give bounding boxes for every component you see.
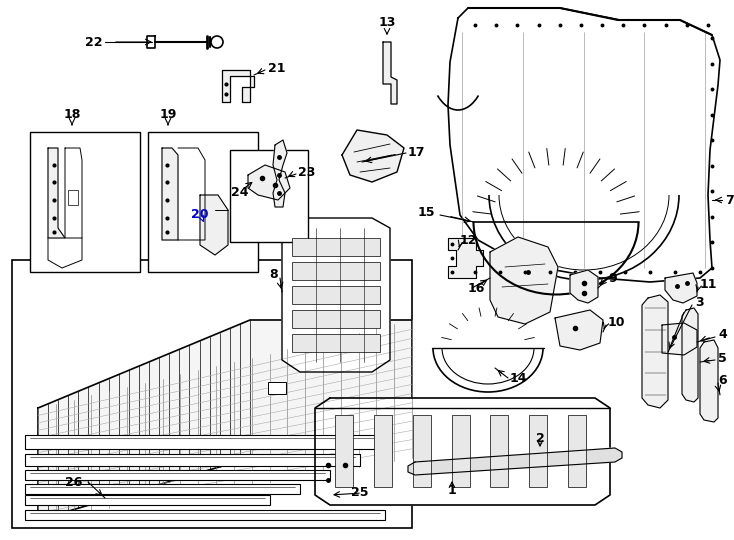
Polygon shape — [662, 323, 697, 355]
Text: 21: 21 — [268, 62, 286, 75]
Polygon shape — [682, 308, 698, 402]
Bar — [374, 415, 392, 487]
Text: 10: 10 — [608, 315, 625, 328]
Text: 5: 5 — [718, 352, 727, 365]
Bar — [292, 286, 380, 304]
Polygon shape — [448, 238, 483, 278]
Polygon shape — [38, 320, 412, 520]
Text: 4: 4 — [718, 328, 727, 341]
Polygon shape — [448, 8, 720, 282]
Bar — [292, 310, 380, 328]
Text: 23: 23 — [298, 165, 316, 179]
Bar — [230, 150, 308, 242]
Bar — [25, 484, 300, 494]
Text: 3: 3 — [695, 295, 704, 308]
Text: 14: 14 — [510, 372, 528, 384]
Bar — [12, 260, 412, 528]
Text: 16: 16 — [468, 281, 485, 294]
Polygon shape — [555, 310, 603, 350]
Polygon shape — [273, 140, 287, 207]
Polygon shape — [642, 295, 668, 408]
Text: 17: 17 — [408, 145, 426, 159]
Bar — [292, 238, 380, 256]
Bar — [25, 454, 360, 466]
Bar — [292, 334, 380, 352]
Text: 19: 19 — [159, 109, 177, 122]
Polygon shape — [700, 340, 718, 422]
Text: 25: 25 — [351, 485, 368, 498]
Bar — [25, 495, 270, 505]
Bar — [25, 435, 390, 449]
Polygon shape — [383, 42, 397, 104]
Bar — [292, 262, 380, 280]
Text: 20: 20 — [192, 208, 208, 221]
Text: 22: 22 — [84, 36, 102, 49]
Polygon shape — [408, 448, 622, 475]
Text: 13: 13 — [378, 16, 396, 29]
Text: 12: 12 — [460, 233, 478, 246]
Bar — [68, 190, 78, 205]
Bar — [148, 132, 258, 272]
Bar — [25, 470, 330, 480]
Bar — [413, 415, 431, 487]
Text: 24: 24 — [231, 186, 249, 199]
Polygon shape — [665, 273, 697, 303]
Polygon shape — [342, 130, 404, 182]
Text: 9: 9 — [608, 272, 617, 285]
Text: 7: 7 — [725, 193, 734, 206]
Polygon shape — [162, 148, 178, 240]
Bar — [490, 415, 509, 487]
Bar — [30, 132, 140, 272]
Polygon shape — [248, 165, 290, 200]
Text: 8: 8 — [269, 268, 278, 281]
Polygon shape — [200, 195, 228, 255]
Polygon shape — [222, 70, 254, 102]
Text: 26: 26 — [65, 476, 82, 489]
Polygon shape — [315, 398, 610, 505]
Text: 15: 15 — [418, 206, 435, 219]
Text: 11: 11 — [700, 279, 718, 292]
Bar — [451, 415, 470, 487]
Text: 2: 2 — [536, 431, 545, 444]
Bar — [529, 415, 547, 487]
Bar — [25, 510, 385, 520]
Polygon shape — [490, 237, 558, 324]
Bar — [268, 382, 286, 394]
Polygon shape — [570, 270, 598, 303]
Polygon shape — [48, 148, 65, 238]
Text: 6: 6 — [718, 374, 727, 387]
Bar — [335, 415, 353, 487]
Polygon shape — [282, 218, 390, 372]
Bar — [568, 415, 586, 487]
Text: 18: 18 — [63, 109, 81, 122]
Text: 1: 1 — [448, 483, 457, 496]
